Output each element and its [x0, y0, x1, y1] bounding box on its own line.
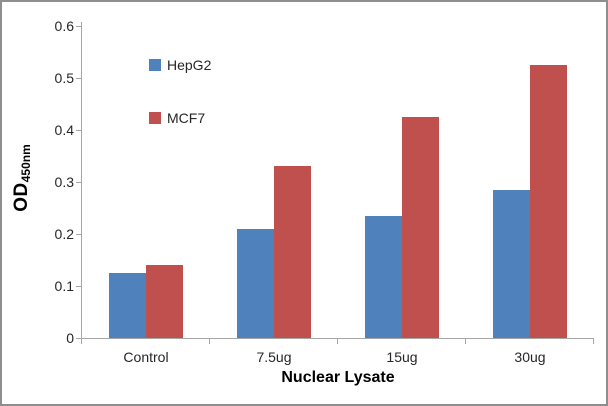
- bar-hepg2-control: [109, 273, 146, 338]
- y-axis-line: [81, 22, 82, 339]
- y-tick-label: 0.2: [54, 226, 74, 242]
- x-tick-label-15ug: 15ug: [386, 349, 418, 365]
- y-tick-mark: [76, 78, 82, 79]
- y-tick-mark: [76, 130, 82, 131]
- x-tick-mark: [593, 338, 594, 344]
- legend-swatch-mcf7: [149, 112, 161, 124]
- bar-hepg2-75ug: [237, 228, 274, 338]
- bar-mcf7-30ug: [530, 65, 567, 338]
- legend-item-hepg2: HepG2: [149, 57, 211, 73]
- x-axis-title: Nuclear Lysate: [281, 369, 395, 386]
- bar-hepg2-15ug: [365, 215, 402, 338]
- y-tick-label: 0.6: [54, 18, 74, 34]
- y-tick-label: 0: [66, 330, 74, 346]
- legend-swatch-hepg2: [149, 59, 161, 71]
- x-tick-label-control: Control: [123, 349, 169, 365]
- bar-hepg2-30ug: [493, 189, 530, 338]
- x-tick-mark: [465, 338, 466, 344]
- y-tick-label: 0.3: [54, 174, 74, 190]
- x-tick-mark: [337, 338, 338, 344]
- bar-mcf7-75ug: [274, 166, 311, 338]
- y-tick-mark: [76, 234, 82, 235]
- bar-mcf7-15ug: [402, 117, 439, 338]
- legend-item-mcf7: MCF7: [149, 110, 205, 126]
- x-tick-label-75ug: 7.5ug: [256, 349, 292, 365]
- legend-label: HepG2: [167, 57, 212, 73]
- y-tick-mark: [76, 286, 82, 287]
- y-tick-label: 0.5: [54, 70, 74, 86]
- legend-label: MCF7: [167, 110, 206, 126]
- x-tick-label-30ug: 30ug: [514, 349, 546, 365]
- y-tick-mark: [76, 182, 82, 183]
- y-tick-label: 0.1: [54, 278, 74, 294]
- y-tick-mark: [76, 338, 82, 339]
- x-tick-mark: [81, 338, 82, 344]
- x-tick-mark: [209, 338, 210, 344]
- bar-mcf7-control: [146, 265, 183, 338]
- y-tick-mark: [76, 26, 82, 27]
- y-tick-label: 0.4: [54, 122, 74, 138]
